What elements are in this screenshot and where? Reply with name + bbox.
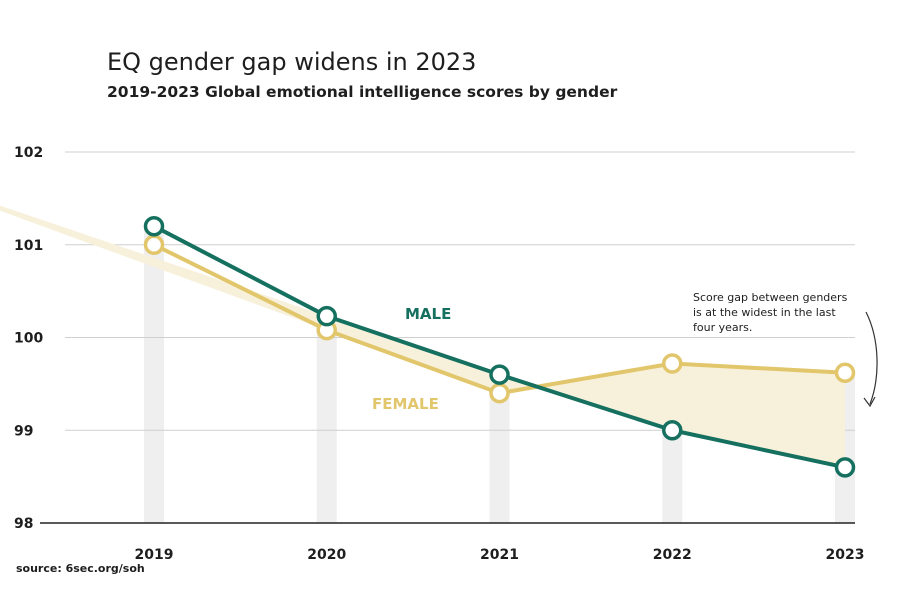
point-male-2022	[662, 420, 683, 441]
chart-subtitle: 2019-2023 Global emotional intelligence …	[107, 83, 618, 101]
point-male-2019	[143, 215, 165, 237]
y-tick-label-102: 102	[14, 145, 43, 161]
x-tick-label-2020: 2020	[307, 547, 346, 563]
annotation-arrowhead	[863, 396, 876, 408]
source-note: source: 6sec.org/soh	[16, 562, 145, 575]
y-tick-label-101: 101	[14, 238, 43, 254]
annotation-line-3: four years.	[693, 321, 752, 334]
column-2020	[316, 316, 337, 523]
x-tick-labels: 2019 2020 2021 2022 2023	[135, 547, 865, 563]
legend-label-male: MALE	[405, 305, 451, 323]
annotation-arrow	[865, 311, 878, 405]
x-tick-label-2019: 2019	[135, 547, 174, 563]
x-tick-label-2021: 2021	[480, 547, 519, 563]
legend-label-female: FEMALE	[372, 395, 439, 413]
y-tick-label-99: 99	[14, 423, 33, 439]
chart-title: EQ gender gap widens in 2023	[107, 48, 476, 76]
point-female-2022	[662, 353, 683, 374]
point-male-2020	[316, 305, 337, 327]
point-male-2023	[834, 457, 856, 478]
point-male-2021	[489, 364, 510, 385]
gap-fill	[0, 205, 845, 468]
annotation-line-1: Score gap between genders	[693, 291, 848, 304]
x-tick-label-2022: 2022	[653, 547, 692, 563]
series-points	[143, 215, 856, 478]
annotation-line-2: is at the widest in the last	[693, 306, 836, 319]
annotation: Score gap between genders is at the wide…	[693, 291, 878, 408]
x-tick-label-2023: 2023	[826, 547, 865, 563]
column-2021	[489, 374, 510, 523]
point-female-2023	[834, 362, 856, 383]
point-female-2019	[143, 234, 165, 255]
gap-area	[0, 205, 845, 468]
column-2019	[144, 226, 164, 523]
y-tick-labels: 98 99 100 101 102	[14, 145, 43, 532]
y-tick-label-98: 98	[14, 516, 33, 532]
point-female-2021	[489, 382, 510, 404]
y-tick-label-100: 100	[14, 331, 43, 347]
